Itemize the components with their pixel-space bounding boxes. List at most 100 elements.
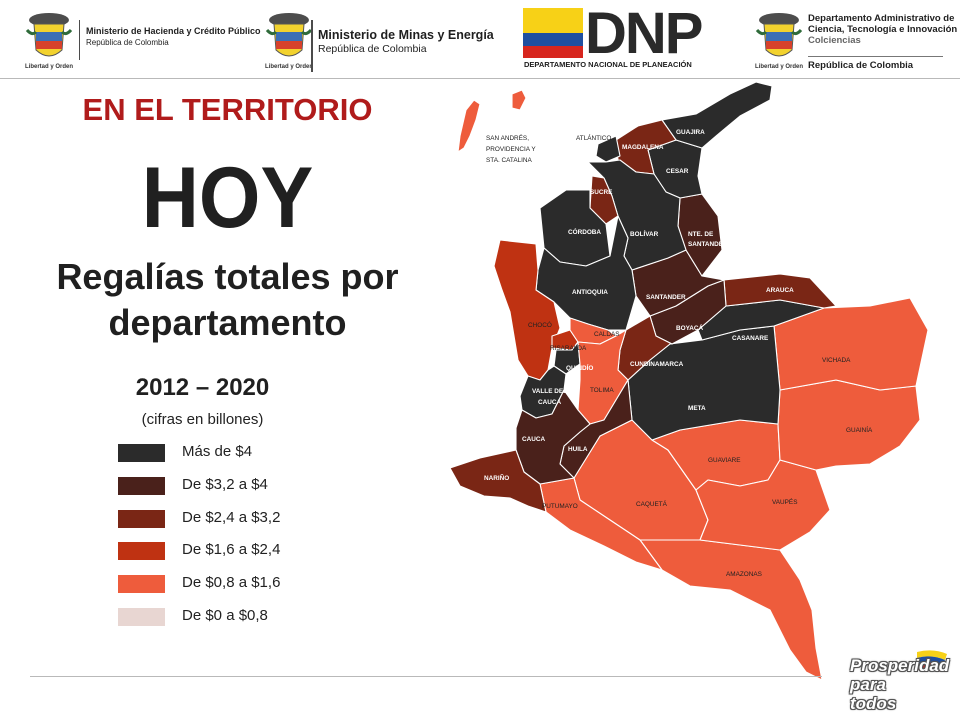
colombia-flag-icon bbox=[523, 8, 583, 58]
region-arauca bbox=[723, 273, 837, 309]
region-atlantico bbox=[595, 135, 621, 163]
map-label: CESAR bbox=[666, 168, 689, 175]
footer-divider bbox=[30, 676, 822, 677]
seal-caption: Libertad y Orden bbox=[24, 64, 73, 70]
map-label: AMAZONAS bbox=[726, 571, 762, 578]
map-label: VALLE DEL bbox=[532, 388, 567, 395]
hacienda-text: Ministerio de Hacienda y Crédito Público… bbox=[86, 26, 261, 48]
map-label: TOLIMA bbox=[590, 387, 614, 394]
logo-ministerio-minas: Libertad y Orden Ministerio de Minas y E… bbox=[262, 6, 494, 74]
units-note: (cifras en billones) bbox=[141, 411, 264, 428]
divider bbox=[79, 20, 80, 60]
legend-swatch bbox=[118, 444, 165, 462]
logo-ministerio-hacienda: Libertad y Orden Ministerio de Hacienda … bbox=[22, 6, 261, 74]
map-label: BOLÍVAR bbox=[630, 229, 659, 238]
prosperidad-badge: Prosperidad para todos bbox=[850, 656, 950, 713]
map-label: PUTUMAYO bbox=[542, 503, 578, 510]
coat-of-arms-icon bbox=[25, 13, 73, 57]
map-label: CHOCÓ bbox=[528, 320, 552, 329]
region-vaupes bbox=[695, 459, 831, 551]
region-amazonas bbox=[639, 539, 823, 681]
island-san-andres bbox=[457, 99, 481, 153]
region-putumayo bbox=[539, 477, 663, 571]
legend-item: De $2,4 a $3,2 bbox=[118, 508, 418, 530]
header-bar: Libertad y Orden Ministerio de Hacienda … bbox=[0, 0, 960, 80]
legend-swatch bbox=[118, 608, 165, 626]
section-title: EN EL TERRITORIO bbox=[82, 92, 373, 127]
coat-of-arms-icon bbox=[755, 13, 803, 57]
colciencias-text: Departamento Administrativo de Ciencia, … bbox=[808, 13, 957, 46]
minas-name: Ministerio de Minas y Energía bbox=[318, 28, 494, 42]
island-providencia bbox=[511, 89, 527, 111]
map-label: VICHADA bbox=[822, 357, 851, 364]
map-label: CASANARE bbox=[732, 335, 769, 342]
map-label: ARAUCA bbox=[766, 287, 794, 294]
map-label: GUAVIARE bbox=[708, 457, 741, 464]
colciencias-name-l2: Ciencia, Tecnología e Innovación bbox=[808, 24, 958, 35]
legend-label: De $1,6 a $2,4 bbox=[182, 541, 281, 558]
region-guajira bbox=[661, 81, 773, 149]
headline-hoy: HOY bbox=[141, 150, 314, 246]
map-label: GUAINÍA bbox=[846, 425, 873, 434]
hacienda-name: Ministerio de Hacienda y Crédito Público bbox=[86, 26, 261, 36]
map-label: CAUCA bbox=[538, 399, 561, 406]
map-label: NTE. DE bbox=[688, 231, 714, 238]
hacienda-country: República de Colombia bbox=[86, 38, 169, 47]
coat-of-arms-icon bbox=[265, 13, 313, 57]
map-label: CAQUETÁ bbox=[636, 499, 668, 508]
minas-text: Ministerio de Minas y Energía República … bbox=[318, 28, 494, 56]
map-label: VAUPÉS bbox=[772, 497, 797, 506]
map-label: SANTANDER bbox=[646, 294, 686, 301]
map-label: NARIÑO bbox=[484, 473, 509, 482]
legend-label: De $0,8 a $1,6 bbox=[182, 574, 281, 591]
legend-swatch bbox=[118, 477, 165, 495]
subtitle-line-1: Regalías totales por bbox=[56, 256, 399, 297]
period-label: 2012 – 2020 bbox=[135, 374, 270, 401]
dnp-wordmark: DNP bbox=[585, 1, 703, 66]
seal-caption: Libertad y Orden bbox=[264, 64, 313, 70]
subtitle-line-2: departamento bbox=[108, 302, 347, 343]
legend-swatch bbox=[118, 575, 165, 593]
map-label: CALDAS bbox=[594, 331, 620, 338]
map-label: PROVIDENCIA Y bbox=[486, 146, 536, 153]
map-label: RISARALDA bbox=[550, 345, 587, 352]
map-label: MAGDALENA bbox=[622, 144, 664, 151]
region-vichada bbox=[773, 297, 929, 391]
map-label: BOYACÁ bbox=[676, 323, 703, 332]
map-label: CUNDINAMARCA bbox=[630, 361, 684, 368]
subtitle: Regalías totales por departamento bbox=[0, 254, 455, 346]
header-divider bbox=[0, 78, 960, 79]
minas-country: República de Colombia bbox=[318, 43, 427, 55]
map-label: STA. CATALINA bbox=[486, 157, 533, 164]
colciencias-name-l3: Colciencias bbox=[808, 35, 861, 46]
legend-label: Más de $4 bbox=[182, 443, 253, 460]
dnp-subtitle: DEPARTAMENTO NACIONAL DE PLANEACIÓN bbox=[524, 60, 692, 69]
colciencias-country: República de Colombia bbox=[808, 60, 914, 71]
badge-line-2: para todos bbox=[850, 675, 897, 713]
legend-item: Más de $4 bbox=[118, 442, 418, 464]
map-label: ATLÁNTICO bbox=[576, 133, 611, 142]
legend-item: De $3,2 a $4 bbox=[118, 475, 418, 497]
divider bbox=[808, 56, 943, 57]
colciencias-name-l1: Departamento Administrativo de bbox=[808, 13, 955, 24]
region-narino bbox=[449, 449, 547, 513]
map-label: SANTANDER bbox=[688, 241, 728, 248]
flag-ribbon-icon bbox=[917, 650, 947, 672]
legend-item: De $0,8 a $1,6 bbox=[118, 573, 418, 595]
logo-colciencias: Libertad y Orden bbox=[752, 6, 952, 74]
map-label: ANTIOQUIA bbox=[572, 289, 608, 296]
legend-label: De $3,2 a $4 bbox=[182, 476, 268, 493]
map-label: QUINDÍO bbox=[566, 363, 593, 372]
map-label: SAN ANDRÉS, bbox=[486, 133, 529, 142]
badge-line-1: Prosperidad bbox=[850, 656, 950, 675]
region-guainia bbox=[777, 379, 921, 471]
map-label: GUAJIRA bbox=[676, 129, 705, 136]
map-label: HUILA bbox=[568, 446, 588, 453]
legend-item: De $0 a $0,8 bbox=[118, 606, 418, 628]
legend-label: De $0 a $0,8 bbox=[182, 607, 268, 624]
colombia-royalties-map: SAN ANDRÉS, PROVIDENCIA Y STA. CATALINA … bbox=[449, 81, 929, 681]
legend-label: De $2,4 a $3,2 bbox=[182, 509, 281, 526]
divider bbox=[311, 20, 313, 72]
legend-item: De $1,6 a $2,4 bbox=[118, 540, 418, 562]
legend-swatch bbox=[118, 542, 165, 560]
